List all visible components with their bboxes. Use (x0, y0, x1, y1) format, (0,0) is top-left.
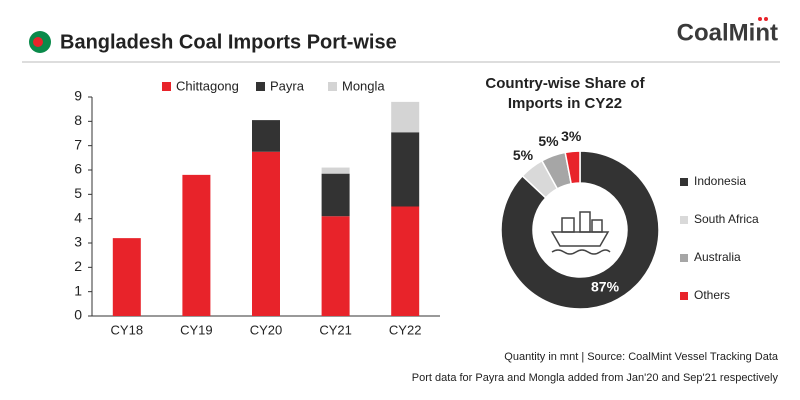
legend-label: Australia (694, 250, 741, 264)
logo-dot (758, 17, 762, 21)
y-tick-label: 1 (74, 282, 82, 298)
legend-label: Others (694, 288, 730, 302)
legend-swatch (680, 216, 688, 224)
donut-title: Country-wise Share of Imports in CY22 (485, 75, 645, 112)
bar-segment (391, 206, 420, 316)
bar-segment (252, 120, 280, 152)
y-tick-label: 0 (74, 307, 82, 323)
y-tick-label: 3 (74, 234, 82, 250)
x-tick-label: CY21 (319, 322, 352, 337)
legend-swatch (256, 82, 265, 91)
x-tick-label: CY22 (389, 322, 422, 337)
x-tick-label: CY18 (111, 322, 144, 337)
x-tick-label: CY19 (180, 322, 213, 337)
y-tick-label: 6 (74, 161, 82, 177)
legend-label: Mongla (342, 78, 385, 93)
bar-segment (182, 174, 211, 316)
legend-swatch (680, 292, 688, 300)
y-tick-label: 8 (74, 112, 82, 128)
bar-segment (321, 173, 350, 217)
bar-segment (321, 167, 350, 174)
bar-segment (112, 238, 141, 316)
data-label: 87% (591, 279, 620, 295)
y-tick-label: 5 (74, 185, 82, 201)
ship-icon (550, 211, 611, 255)
y-tick-label: 7 (74, 136, 82, 152)
legend-label: Indonesia (694, 174, 746, 188)
bar-segment (321, 216, 350, 316)
x-tick-label: CY20 (250, 322, 283, 337)
legend-swatch (680, 178, 688, 186)
bar-segment (391, 132, 420, 207)
legend-swatch (328, 82, 337, 91)
legend-label: Chittagong (176, 78, 239, 93)
logo: CoalMint (677, 19, 778, 46)
legend-label: South Africa (694, 212, 759, 226)
flag-dot (33, 37, 43, 47)
data-label: 5% (513, 147, 534, 163)
logo-dot (764, 17, 768, 21)
bar-segment (391, 101, 420, 133)
donut-slice (500, 150, 660, 310)
footnote: Port data for Payra and Mongla added fro… (412, 372, 779, 384)
legend-label: Payra (270, 78, 305, 93)
bar-segment (252, 151, 280, 316)
data-label: 5% (538, 133, 559, 149)
y-tick-label: 4 (74, 209, 82, 225)
y-tick-label: 2 (74, 258, 82, 274)
donut-slice (564, 150, 581, 185)
legend-swatch (162, 82, 171, 91)
page-title: Bangladesh Coal Imports Port-wise (60, 31, 397, 53)
source-note: Quantity in mnt | Source: CoalMint Vesse… (504, 351, 779, 363)
y-tick-label: 9 (74, 88, 82, 104)
legend-swatch (680, 254, 688, 262)
data-label: 3% (561, 128, 582, 144)
